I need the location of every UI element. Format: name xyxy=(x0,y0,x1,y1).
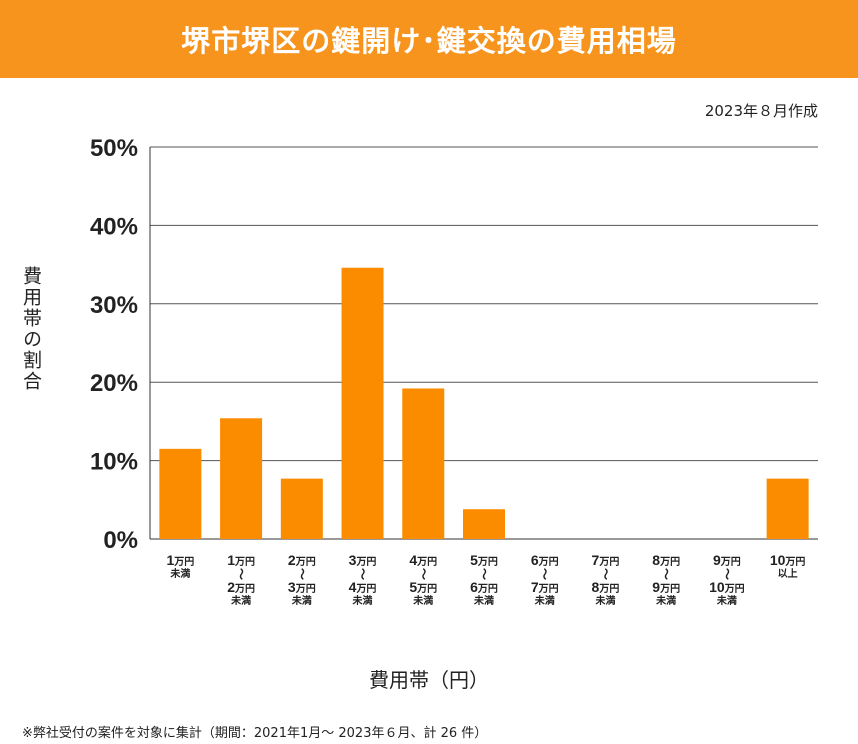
x-tick-tilde: 〜 xyxy=(295,568,309,580)
y-tick-label: 0% xyxy=(103,527,138,554)
creation-date: 2023年８月作成 xyxy=(704,102,818,120)
y-axis-label: 費用帯の割合 xyxy=(20,266,42,392)
x-tick-tilde: 〜 xyxy=(477,568,491,580)
x-tick-tilde: 〜 xyxy=(659,568,673,580)
x-tick-sublabel: 未満 xyxy=(594,594,615,607)
x-tick-sublabel: 以上 xyxy=(778,567,798,580)
x-tick-label: 7万円 xyxy=(592,552,620,568)
x-tick-sublabel: 未満 xyxy=(352,594,373,607)
x-tick-tilde: 〜 xyxy=(720,568,734,580)
chart-title: 堺市堺区の鍵開け･鍵交換の費用相場 xyxy=(181,24,677,58)
bar xyxy=(280,478,323,539)
header-banner: 堺市堺区の鍵開け･鍵交換の費用相場 xyxy=(0,0,858,78)
bar xyxy=(159,448,202,539)
y-tick-label: 40% xyxy=(90,213,138,240)
x-tick-tilde: 〜 xyxy=(356,568,370,580)
x-tick-sublabel: 未満 xyxy=(412,594,433,607)
x-tick-sublabel: 未満 xyxy=(230,594,251,607)
x-tick-sublabel: 未満 xyxy=(716,594,737,607)
x-tick-label: 1万円 xyxy=(227,552,255,568)
x-tick-label: 6万円 xyxy=(531,552,559,568)
x-tick-label: 4万円 xyxy=(349,579,377,595)
footnote: ※弊社受付の案件を対象に集計（期間：2021年1月～ 2023年６月、計 26 … xyxy=(22,726,488,741)
y-tick-label: 50% xyxy=(90,135,138,162)
x-tick-sublabel: 未満 xyxy=(291,594,312,607)
bar xyxy=(220,418,263,539)
x-tick-label: 10万円 xyxy=(770,552,806,568)
x-axis-label: 費用帯（円） xyxy=(369,668,489,692)
x-tick-sublabel: 未満 xyxy=(169,567,190,580)
x-tick-label: 8万円 xyxy=(652,552,680,568)
x-tick-label: 2万円 xyxy=(227,579,255,595)
x-tick-label: 5万円 xyxy=(409,579,437,595)
bar xyxy=(463,509,505,539)
x-tick-tilde: 〜 xyxy=(538,568,552,580)
x-tick-label: 4万円 xyxy=(409,552,437,568)
x-tick-label: 1万円 xyxy=(166,552,194,568)
x-tick-sublabel: 未満 xyxy=(534,594,555,607)
x-tick-tilde: 〜 xyxy=(598,568,612,580)
x-tick-tilde: 〜 xyxy=(416,568,430,580)
y-tick-label: 30% xyxy=(90,292,138,319)
x-tick-label: 6万円 xyxy=(470,579,498,595)
x-tick-label: 5万円 xyxy=(470,552,498,568)
x-tick-label: 7万円 xyxy=(531,579,559,595)
y-tick-label: 10% xyxy=(90,449,138,476)
bar xyxy=(402,388,445,539)
x-tick-label: 3万円 xyxy=(349,552,377,568)
y-tick-label: 20% xyxy=(90,370,138,397)
bar xyxy=(341,267,384,539)
x-tick-sublabel: 未満 xyxy=(473,594,494,607)
x-tick-tilde: 〜 xyxy=(234,568,248,580)
x-tick-label: 2万円 xyxy=(288,552,316,568)
x-tick-label: 9万円 xyxy=(713,552,741,568)
x-tick-label: 8万円 xyxy=(592,579,620,595)
bar xyxy=(766,478,809,539)
x-tick-label: 10万円 xyxy=(709,579,745,595)
x-tick-sublabel: 未満 xyxy=(655,594,676,607)
x-tick-label: 3万円 xyxy=(288,579,316,595)
x-tick-label: 9万円 xyxy=(652,579,680,595)
